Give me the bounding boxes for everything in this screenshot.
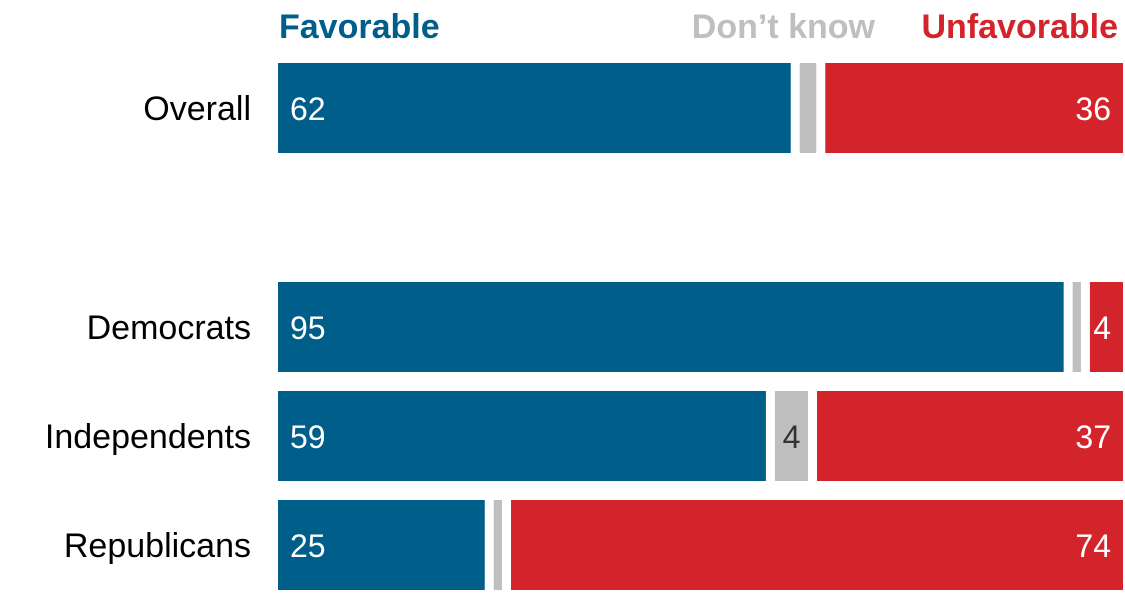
value-label-independents-favorable: 59 [290,419,326,455]
bar-independents-favorable [278,391,766,481]
legend: Favorable Don’t know Unfavorable [279,8,1118,46]
value-label-democrats-unfavorable: 4 [1093,310,1111,346]
legend-unfavorable: Unfavorable [922,8,1119,46]
value-label-democrats-favorable: 95 [290,310,326,346]
bar-republicans-don-t-know [493,500,503,590]
bar-democrats-don-t-know [1072,282,1081,372]
bar-democrats-favorable [278,282,1064,372]
value-labels: 62 36 95 4 59 4 37 25 74 [290,91,1111,564]
category-label-overall: Overall [143,90,251,128]
bar-democrats-unfavorable [1089,282,1123,372]
legend-don-t-know: Don’t know [692,8,876,46]
bar-overall-don-t-know [799,63,817,153]
bars [278,63,1123,590]
bar-overall-favorable [278,63,791,153]
value-label-independents-unfavorable: 37 [1075,419,1111,455]
bar-republicans-unfavorable [511,500,1123,590]
legend-favorable: Favorable [279,8,440,46]
bar-independents-don-t-know [774,391,809,481]
category-label-democrats: Democrats [87,309,251,347]
value-label-overall-unfavorable: 36 [1075,91,1111,127]
value-label-overall-favorable: 62 [290,91,326,127]
value-label-independents-don-t-know: 4 [783,419,801,455]
bar-overall-unfavorable [825,63,1123,153]
category-label-republicans: Republicans [64,527,251,565]
bar-republicans-favorable [278,500,485,590]
value-label-republicans-unfavorable: 74 [1075,528,1111,564]
category-labels: Overall Democrats Independents Republicans [45,90,251,565]
value-label-republicans-favorable: 25 [290,528,326,564]
bar-independents-unfavorable [817,391,1123,481]
category-label-independents: Independents [45,418,251,456]
